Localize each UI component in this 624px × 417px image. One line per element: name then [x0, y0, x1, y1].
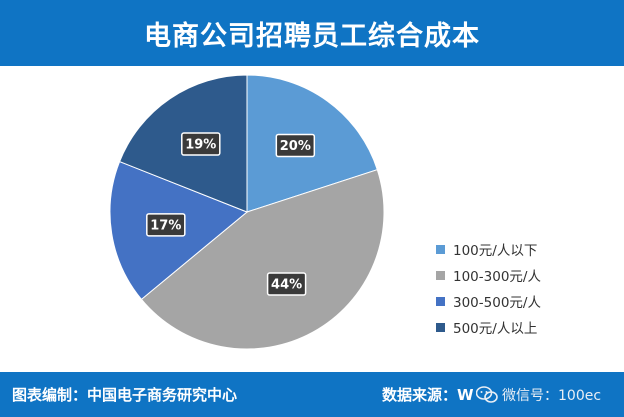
- footer-bar: 图表编制：中国电子商务研究中心 数据来源：W 微信号：100ec: [0, 372, 624, 417]
- data-label-text: 19%: [185, 138, 216, 153]
- legend-swatch: [436, 322, 445, 332]
- data-label-box: [181, 132, 221, 156]
- legend-swatch: [436, 270, 445, 280]
- legend-item: 500元/人以上: [436, 314, 541, 340]
- legend-label: 300-500元/人: [453, 295, 541, 311]
- data-label: 19%: [181, 132, 221, 156]
- legend-swatch: [436, 244, 445, 254]
- data-label-box: [275, 133, 316, 158]
- legend-label: 500元/人以上: [453, 321, 538, 337]
- wechat-id: 微信号：100ec: [502, 388, 602, 404]
- data-label: 17%: [146, 213, 186, 237]
- chart-area: 20% 44% 17% 19% 100元/人以下 100-300元/人 300-500…: [0, 66, 624, 372]
- data-label-text: 44%: [271, 278, 302, 293]
- footer-data-source: 数据来源：W: [382, 386, 474, 404]
- chart-legend: 100元/人以下 100-300元/人 300-500元/人 500元/人以上: [436, 236, 541, 340]
- data-label-box: [266, 272, 307, 296]
- legend-item: 100元/人以下: [436, 236, 541, 262]
- pie-slice: [140, 169, 385, 350]
- legend-label: 100-300元/人: [453, 269, 541, 285]
- data-label: 20%: [275, 133, 316, 158]
- footer-source-editor: 图表编制：中国电子商务研究中心: [12, 386, 238, 404]
- legend-item: 300-500元/人: [436, 288, 541, 314]
- header-bar: 电商公司招聘员工综合成本: [0, 0, 624, 66]
- wechat-icon: [476, 386, 498, 403]
- chart-title: 电商公司招聘员工综合成本: [144, 20, 480, 52]
- data-label: 44%: [266, 272, 307, 296]
- data-label-text: 17%: [150, 218, 181, 233]
- pie-chart: 20% 44% 17% 19%: [109, 74, 385, 350]
- data-label-box: [146, 213, 186, 237]
- legend-swatch: [436, 296, 445, 306]
- data-label-text: 20%: [280, 139, 311, 154]
- legend-item: 100-300元/人: [436, 262, 541, 288]
- legend-label: 100元/人以下: [453, 243, 538, 259]
- wechat-watermark: 微信号：100ec: [476, 380, 624, 410]
